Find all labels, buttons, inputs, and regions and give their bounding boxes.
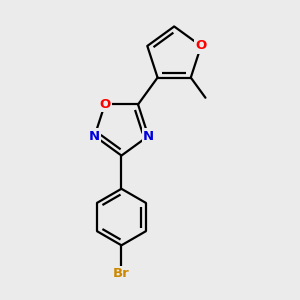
Text: N: N xyxy=(89,130,100,142)
Text: O: O xyxy=(195,40,207,52)
Text: N: N xyxy=(143,130,154,142)
Text: Br: Br xyxy=(113,267,130,280)
Text: O: O xyxy=(99,98,110,111)
